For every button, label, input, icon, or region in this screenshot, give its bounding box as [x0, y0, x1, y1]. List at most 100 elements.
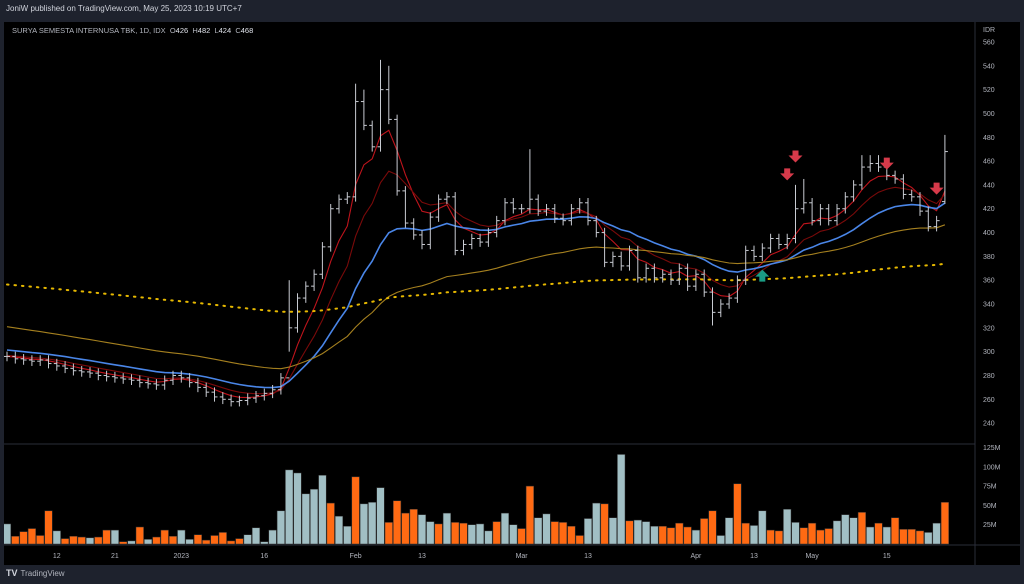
ohlc-bar [543, 203, 550, 216]
ohlc-bar [236, 395, 243, 407]
volume-bar [393, 500, 402, 545]
volume-bar [310, 488, 319, 545]
sell-arrow-icon [929, 182, 944, 195]
ohlc-bar [834, 203, 840, 226]
time-tick-label: 16 [260, 553, 268, 560]
volume-bar [857, 512, 866, 545]
volume-bar [741, 522, 750, 545]
chart-panel[interactable]: IDR 560 540 520 500 480 460 440 420 400 380 360 340 3… [4, 22, 1020, 565]
ohlc-bar [751, 245, 757, 262]
ohlc-bar [311, 269, 318, 291]
price-tick-label: 340 [983, 302, 995, 309]
open-label: O [169, 26, 176, 35]
close-value: 468 [240, 26, 254, 35]
volume-tick-label: 75M [983, 484, 997, 491]
price-tick-label: 440 [983, 182, 995, 189]
indicator-line-ma-50 [6, 224, 946, 370]
ohlc-bar [419, 230, 425, 250]
volume-tick-label: 125M [983, 445, 1001, 452]
volume-bar [924, 532, 933, 545]
volume-bar [11, 536, 20, 545]
ohlc-chart[interactable]: IDR 560 540 520 500 480 460 440 420 400 380 360 340 3… [4, 22, 1020, 565]
ohlc-bar [369, 120, 376, 152]
volume-bar [600, 503, 609, 545]
ohlc-bar [560, 213, 567, 226]
volume-bar [401, 512, 410, 545]
ohlc-bar [377, 59, 384, 152]
price-tick-label: 280 [983, 373, 995, 380]
ohlc-bar [344, 192, 351, 204]
ohlc-bar [858, 155, 865, 190]
ohlc-bar [228, 394, 235, 407]
volume-bar [915, 530, 925, 545]
volume-bar [19, 531, 28, 545]
volume-bar [592, 502, 601, 545]
ohlc-bar [95, 368, 102, 381]
sell-arrow-icon [879, 157, 894, 170]
volume-bar [799, 527, 808, 545]
ohlc-bar [668, 269, 674, 285]
ohlc-bar [170, 370, 176, 386]
volume-bar [285, 469, 294, 545]
ohlc-bar [626, 245, 633, 271]
ohlc-bar [28, 355, 35, 366]
time-tick-label: Apr [690, 553, 702, 560]
volume-bar [808, 522, 817, 545]
indicator-line-ma-20 [6, 202, 946, 389]
volume-bar [891, 517, 900, 545]
ohlc-bar [676, 263, 683, 285]
ohlc-bar [618, 251, 625, 271]
price-tick-label: 300 [983, 349, 995, 356]
volume-bar [658, 525, 667, 545]
volume-bar [824, 528, 833, 545]
ohlc-bar [692, 269, 699, 291]
ohlc-bar [128, 374, 135, 386]
ohlc-bar [194, 377, 201, 393]
volume-bar [567, 525, 576, 545]
sell-arrow-icon [780, 168, 795, 181]
time-tick-label: Mar [516, 553, 529, 560]
volume-bar [36, 535, 45, 545]
indicator-line-ema-fast [6, 129, 946, 399]
ohlc-bar [186, 373, 193, 388]
volume-bar [683, 526, 692, 545]
price-tick-label: 420 [983, 206, 995, 213]
low-label: L [214, 26, 219, 35]
volume-bar [69, 536, 78, 545]
symbol-title: SURYA SEMESTA INTERNUSA TBK, 1D, IDX [12, 26, 166, 35]
volume-bar [451, 522, 460, 545]
time-tick-label: 21 [111, 553, 119, 560]
time-tick-label: May [805, 553, 819, 560]
ohlc-bar [659, 269, 666, 283]
ohlc-bar [734, 275, 741, 303]
volume-bar [152, 536, 161, 545]
ohlc-bar [410, 218, 417, 240]
ohlc-bar [452, 192, 459, 256]
ohlc-bar [892, 170, 899, 184]
ohlc-bar [933, 215, 940, 232]
ohlc-bar [825, 203, 832, 226]
time-tick-label: Feb [350, 553, 362, 560]
volume-bar [559, 522, 568, 545]
ohlc-bar [319, 242, 326, 280]
footer-branding[interactable]: TV TradingView [6, 568, 65, 578]
volume-bar [899, 529, 908, 545]
volume-bar [550, 521, 559, 545]
ohlc-bar [53, 358, 60, 371]
ohlc-bar [850, 180, 857, 202]
ohlc-bar [784, 233, 791, 250]
volume-bar [534, 517, 543, 545]
volume-bar [442, 512, 451, 545]
time-tick-label: 13 [584, 553, 592, 560]
ohlc-bar [302, 281, 309, 303]
volume-bar [874, 522, 883, 545]
volume-bar [127, 540, 136, 545]
volume-bar [500, 512, 510, 545]
volume-bar [832, 520, 842, 545]
volume-bar [144, 539, 153, 545]
ohlc-bar [261, 388, 268, 401]
volume-bar [633, 519, 642, 545]
ohlc-bar [701, 269, 708, 297]
ohlc-bar [535, 194, 542, 216]
ohlc-bar [767, 233, 774, 253]
